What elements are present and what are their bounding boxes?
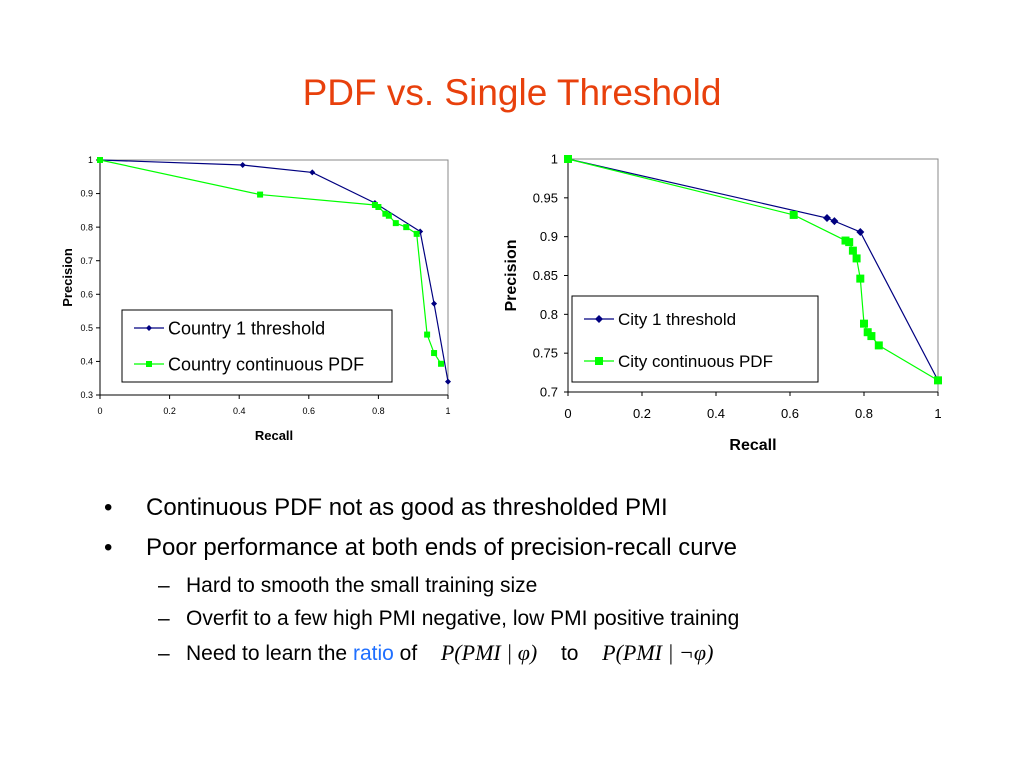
sub-bullet-text: Hard to smooth the small training size: [186, 574, 538, 597]
data-point-square: [874, 341, 883, 350]
bullet-text: Poor performance at both ends of precisi…: [146, 534, 737, 561]
x-tick-label: 0.6: [303, 406, 316, 416]
sub-bullet-text: Overfit to a few high PMI negative, low …: [186, 607, 740, 630]
data-point-square: [860, 319, 868, 328]
y-tick-label: 0.9: [80, 189, 93, 199]
charts-canvas: 0.3 0.4 0.5 0.6 0.7 0.8 0.9 1 0 0.2 0.4 0.6 0.8 1 Reca…: [60, 152, 942, 454]
data-point-square: [934, 376, 942, 385]
y-tick-label: 1: [88, 155, 93, 165]
x-axis-label: Recall: [255, 428, 293, 443]
data-point-square: [371, 201, 378, 208]
data-point-square: [438, 360, 445, 367]
data-point-square: [845, 238, 854, 247]
slide-title: PDF vs. Single Threshold: [302, 72, 722, 113]
legend-entry-label: Country continuous PDF: [168, 354, 364, 374]
sub-bullet-marker: –: [158, 642, 170, 665]
legend-entry-label: City continuous PDF: [618, 352, 773, 371]
data-point-diamond: [445, 378, 451, 385]
data-point-diamond: [823, 214, 831, 223]
math-expression-p-pmi-phi: P(PMI | φ): [440, 640, 538, 665]
x-tick-label: 0: [564, 406, 571, 421]
sub-bullet-item: – Need to learn the ratio of P(PMI | φ) …: [158, 640, 1000, 666]
legend-entry-label: Country 1 threshold: [168, 318, 325, 338]
y-axis-label: Precision: [503, 239, 520, 311]
data-point-square: [382, 210, 389, 217]
data-point-square: [867, 332, 876, 341]
of-word: of: [399, 642, 418, 665]
y-tick-label: 0.75: [533, 346, 558, 361]
x-tick-label: 1: [445, 406, 450, 416]
legend-marker-square: [146, 361, 152, 367]
x-tick-label: 0.2: [633, 406, 651, 421]
series-line-2: [99, 159, 442, 365]
y-tick-label: 0.9: [540, 229, 558, 244]
legend-marker-diamond: [146, 325, 152, 331]
y-axis-label: Precision: [60, 248, 75, 307]
data-point-diamond: [856, 228, 865, 237]
data-point-square: [852, 254, 861, 263]
y-tick-label: 0.3: [80, 390, 93, 400]
sub-bullet-item: – Overfit to a few high PMI negative, lo…: [158, 607, 1000, 631]
data-point-square: [385, 212, 392, 219]
x-tick-label: 0.8: [855, 406, 873, 421]
sub-bullet-item: – Hard to smooth the small training size: [158, 574, 1000, 598]
y-tick-label: 0.95: [533, 190, 558, 205]
data-point-square: [564, 155, 572, 163]
ratio-prefix-text: Need to learn the: [186, 642, 348, 665]
data-point-square: [856, 274, 865, 283]
sub-bullet-marker: –: [158, 607, 170, 630]
x-axis-label: Recall: [729, 437, 776, 454]
x-tick-label: 0: [97, 406, 102, 416]
math-expression-p-pmi-not-phi: P(PMI | ¬φ): [602, 640, 714, 665]
legend-marker-diamond: [595, 315, 603, 323]
y-tick-label: 1: [551, 152, 558, 167]
data-point-diamond: [830, 217, 839, 226]
y-tick-label: 0.8: [80, 222, 93, 232]
x-tick-label: 0.4: [707, 406, 725, 421]
legend-entry-label: City 1 threshold: [618, 310, 736, 329]
bullet-list: • Continuous PDF not as good as threshol…: [100, 494, 1000, 675]
y-tick-label: 0.5: [80, 323, 93, 333]
data-point-square: [257, 191, 264, 198]
legend-box: [571, 295, 819, 383]
sub-bullet-text: Need to learn the ratio of P(PMI | φ) to…: [186, 640, 713, 666]
ratio-word: ratio: [352, 642, 394, 665]
data-point-square: [403, 224, 410, 231]
bullet-marker: •: [104, 494, 113, 521]
bullet-item: • Continuous PDF not as good as threshol…: [100, 494, 1000, 522]
data-point-square: [413, 230, 420, 237]
bullet-item: • Poor performance at both ends of preci…: [100, 534, 1000, 562]
data-point-square: [375, 204, 382, 210]
data-point-diamond: [239, 162, 246, 169]
sub-bullet-marker: –: [158, 574, 170, 597]
data-point-diamond: [309, 169, 316, 176]
data-point-square: [97, 157, 103, 163]
y-tick-label: 0.7: [80, 256, 93, 266]
x-tick-label: 0.8: [372, 406, 385, 416]
y-tick-label: 0.7: [540, 385, 558, 400]
y-tick-label: 0.8: [540, 307, 558, 322]
x-tick-label: 0.4: [233, 406, 246, 416]
y-tick-label: 0.6: [80, 289, 93, 299]
to-word: to: [560, 642, 579, 665]
data-point-square: [424, 331, 431, 338]
data-point-square: [392, 220, 399, 227]
data-point-square: [848, 246, 857, 255]
data-point-square: [789, 210, 798, 219]
y-tick-label: 0.4: [80, 357, 93, 367]
bullet-marker: •: [104, 534, 113, 561]
x-tick-label: 0.2: [163, 406, 176, 416]
bullet-text: Continuous PDF not as good as thresholde…: [146, 494, 668, 521]
x-tick-label: 0.6: [781, 406, 799, 421]
data-point-diamond: [431, 300, 438, 307]
data-point-square: [431, 350, 438, 357]
y-tick-label: 0.85: [533, 268, 558, 283]
legend-marker-square: [595, 357, 603, 365]
x-tick-label: 1: [934, 406, 941, 421]
legend-box: [121, 309, 393, 383]
